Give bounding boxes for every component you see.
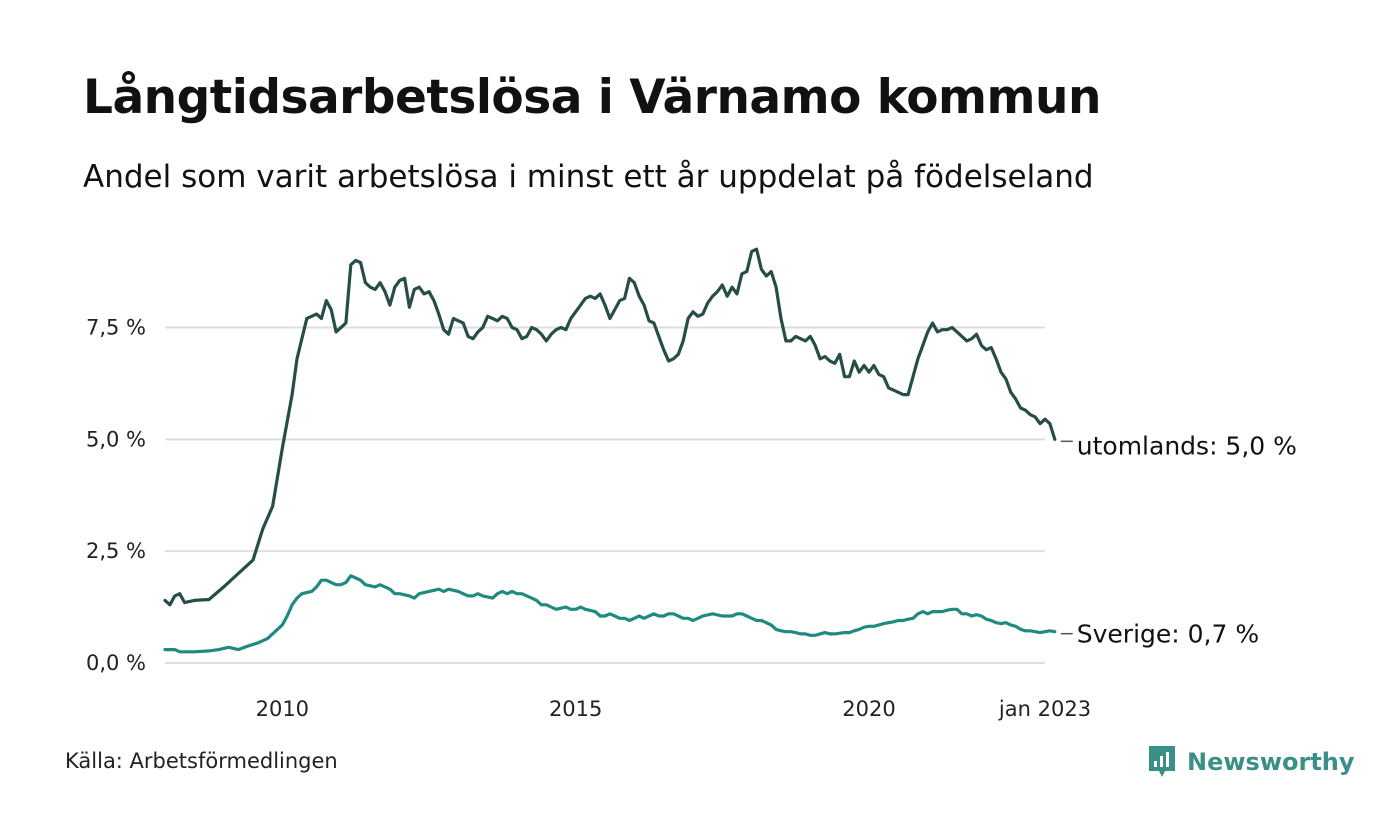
y-axis-tick-labels: 0,0 % 2,5 % 5,0 % 7,5 % <box>86 315 146 675</box>
chart-subtitle: Andel som varit arbetslösa i minst ett å… <box>83 159 1094 195</box>
series-line-sverige <box>163 574 1057 654</box>
gridlines <box>165 326 1045 664</box>
x-tick-label: jan 2023 <box>998 697 1091 721</box>
newsworthy-logo-icon <box>1149 746 1175 777</box>
source-note: Källa: Arbetsförmedlingen <box>65 749 338 773</box>
series-end-labels: utomlands: 5,0 % Sverige: 0,7 % <box>1060 431 1297 649</box>
x-tick-label: 2020 <box>842 697 895 721</box>
x-tick-label: 2015 <box>549 697 602 721</box>
y-tick-label: 2,5 % <box>86 539 146 563</box>
y-tick-label: 7,5 % <box>86 315 146 339</box>
series-line-utomlands <box>163 247 1057 607</box>
x-axis-tick-labels: 2010 2015 2020 jan 2023 <box>256 697 1091 721</box>
newsworthy-logo[interactable]: Newsworthy <box>1147 744 1355 780</box>
series-lines <box>163 247 1057 654</box>
y-tick-label: 0,0 % <box>86 651 146 675</box>
chart-title: Långtidsarbetslösa i Värnamo kommun <box>83 70 1101 125</box>
logo-text: Newsworthy <box>1187 748 1355 776</box>
end-label-sverige: Sverige: 0,7 % <box>1077 620 1259 649</box>
x-tick-label: 2010 <box>256 697 309 721</box>
end-label-utomlands: utomlands: 5,0 % <box>1077 431 1297 460</box>
y-tick-label: 5,0 % <box>86 427 146 451</box>
